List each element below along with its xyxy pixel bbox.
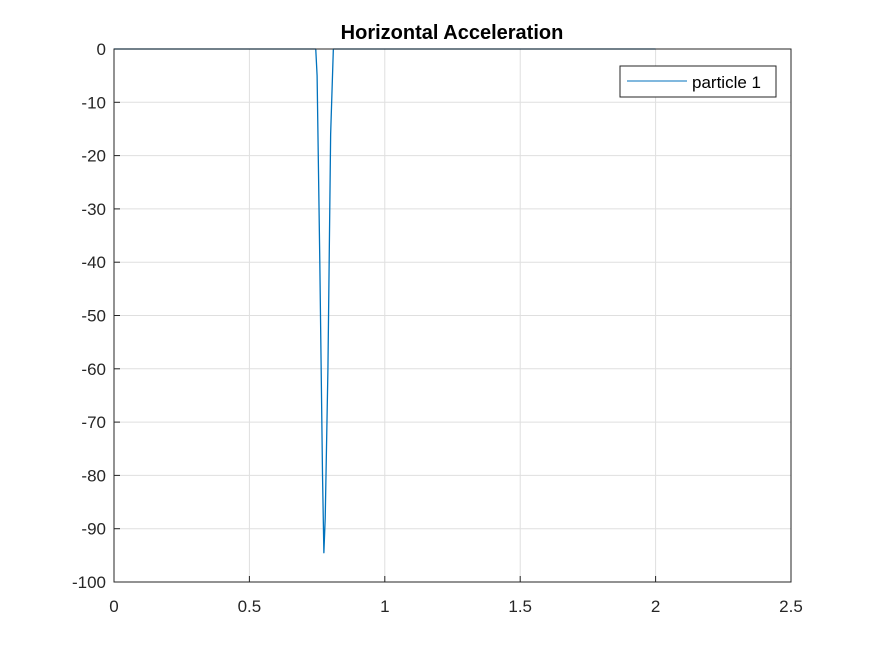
y-tick-label: -30 <box>81 200 106 219</box>
legend: particle 1 <box>619 65 777 98</box>
y-tick-label: -40 <box>81 253 106 272</box>
chart-title: Horizontal Acceleration <box>341 22 564 44</box>
y-tick-label: -10 <box>81 93 106 112</box>
x-tick-label: 0.5 <box>238 597 262 616</box>
y-tick-label: -100 <box>72 573 106 592</box>
x-tick-label: 0 <box>109 597 118 616</box>
x-tick-labels: 0 0.5 1 1.5 2 2.5 <box>109 597 803 616</box>
y-tick-label: -90 <box>81 520 106 539</box>
y-tick-label: -20 <box>81 147 106 166</box>
legend-label-particle-1: particle 1 <box>692 73 761 92</box>
x-tick-label: 2 <box>651 597 660 616</box>
y-tick-label: -80 <box>81 466 106 485</box>
x-tick-label: 1 <box>380 597 389 616</box>
y-tick-labels: 0 -10 -20 -30 -40 -50 -60 -70 -80 -90 -100 <box>72 40 106 592</box>
y-tick-label: -60 <box>81 360 106 379</box>
x-tick-label: 2.5 <box>779 597 803 616</box>
y-tick-label: -70 <box>81 413 106 432</box>
ticks <box>113 48 792 583</box>
y-tick-label: 0 <box>97 40 106 59</box>
x-tick-label: 1.5 <box>508 597 532 616</box>
y-tick-label: -50 <box>81 307 106 326</box>
